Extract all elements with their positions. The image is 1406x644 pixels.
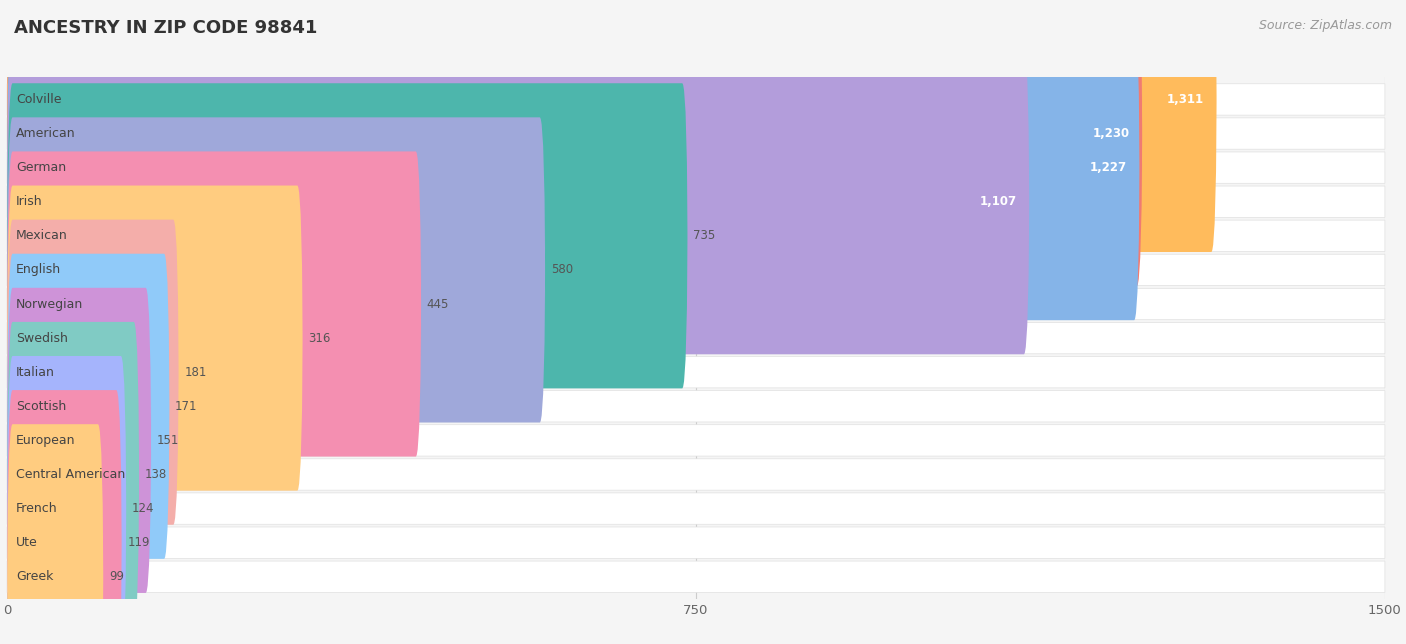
Text: Greek: Greek	[17, 570, 53, 583]
FancyBboxPatch shape	[7, 391, 1385, 422]
FancyBboxPatch shape	[7, 117, 546, 422]
Text: 580: 580	[551, 263, 574, 276]
Text: American: American	[17, 127, 76, 140]
Text: 1,227: 1,227	[1090, 161, 1126, 174]
Text: Central American: Central American	[17, 468, 125, 481]
Text: German: German	[17, 161, 66, 174]
FancyBboxPatch shape	[7, 49, 1029, 354]
Text: 171: 171	[176, 400, 198, 413]
FancyBboxPatch shape	[7, 0, 1216, 252]
FancyBboxPatch shape	[7, 151, 422, 457]
Text: 124: 124	[132, 502, 155, 515]
FancyBboxPatch shape	[7, 289, 1385, 319]
FancyBboxPatch shape	[7, 254, 1385, 285]
Text: Ute: Ute	[17, 536, 38, 549]
FancyBboxPatch shape	[7, 83, 688, 388]
Text: 1,107: 1,107	[980, 195, 1017, 208]
Text: 735: 735	[693, 229, 716, 242]
FancyBboxPatch shape	[7, 322, 139, 627]
FancyBboxPatch shape	[7, 220, 179, 525]
Text: 1,311: 1,311	[1167, 93, 1204, 106]
FancyBboxPatch shape	[7, 323, 1385, 354]
FancyBboxPatch shape	[7, 118, 1385, 149]
Text: Mexican: Mexican	[17, 229, 67, 242]
FancyBboxPatch shape	[7, 254, 170, 559]
Text: French: French	[17, 502, 58, 515]
Text: 99: 99	[110, 570, 124, 583]
Text: 445: 445	[427, 298, 449, 310]
FancyBboxPatch shape	[7, 220, 1385, 252]
Text: 138: 138	[145, 468, 167, 481]
FancyBboxPatch shape	[7, 357, 1385, 388]
Text: 181: 181	[184, 366, 207, 379]
FancyBboxPatch shape	[7, 356, 127, 644]
FancyBboxPatch shape	[7, 390, 122, 644]
FancyBboxPatch shape	[7, 15, 1140, 320]
Text: Swedish: Swedish	[17, 332, 67, 345]
FancyBboxPatch shape	[7, 493, 1385, 524]
Text: European: European	[17, 434, 76, 447]
Text: Scottish: Scottish	[17, 400, 66, 413]
Text: 151: 151	[156, 434, 179, 447]
FancyBboxPatch shape	[7, 527, 1385, 558]
FancyBboxPatch shape	[7, 186, 1385, 218]
FancyBboxPatch shape	[7, 152, 1385, 184]
FancyBboxPatch shape	[7, 185, 302, 491]
FancyBboxPatch shape	[7, 424, 1385, 456]
Text: Source: ZipAtlas.com: Source: ZipAtlas.com	[1258, 19, 1392, 32]
Text: Italian: Italian	[17, 366, 55, 379]
Text: 119: 119	[128, 536, 150, 549]
Text: Irish: Irish	[17, 195, 42, 208]
Text: English: English	[17, 263, 62, 276]
FancyBboxPatch shape	[7, 84, 1385, 115]
Text: 316: 316	[308, 332, 330, 345]
Text: Colville: Colville	[17, 93, 62, 106]
FancyBboxPatch shape	[7, 424, 104, 644]
Text: 1,230: 1,230	[1092, 127, 1129, 140]
FancyBboxPatch shape	[7, 459, 1385, 490]
Text: Norwegian: Norwegian	[17, 298, 83, 310]
Text: ANCESTRY IN ZIP CODE 98841: ANCESTRY IN ZIP CODE 98841	[14, 19, 318, 37]
FancyBboxPatch shape	[7, 288, 152, 593]
FancyBboxPatch shape	[7, 561, 1385, 592]
FancyBboxPatch shape	[7, 0, 1143, 286]
